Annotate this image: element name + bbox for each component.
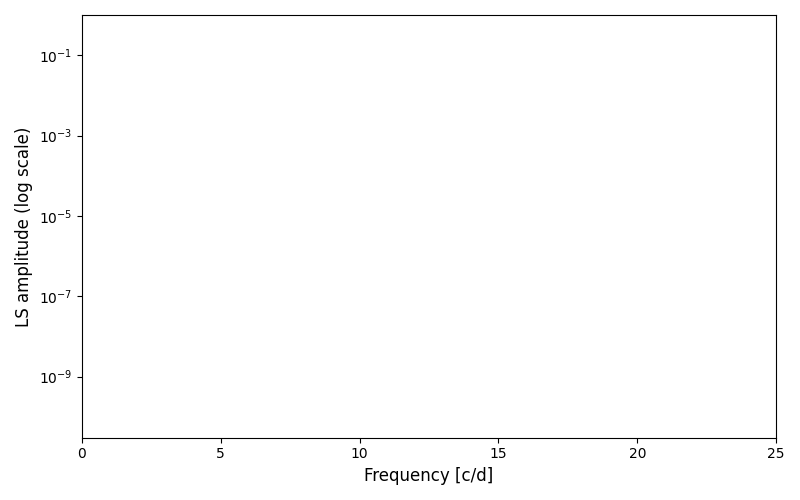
Y-axis label: LS amplitude (log scale): LS amplitude (log scale) [15,126,33,326]
X-axis label: Frequency [c/d]: Frequency [c/d] [364,467,494,485]
